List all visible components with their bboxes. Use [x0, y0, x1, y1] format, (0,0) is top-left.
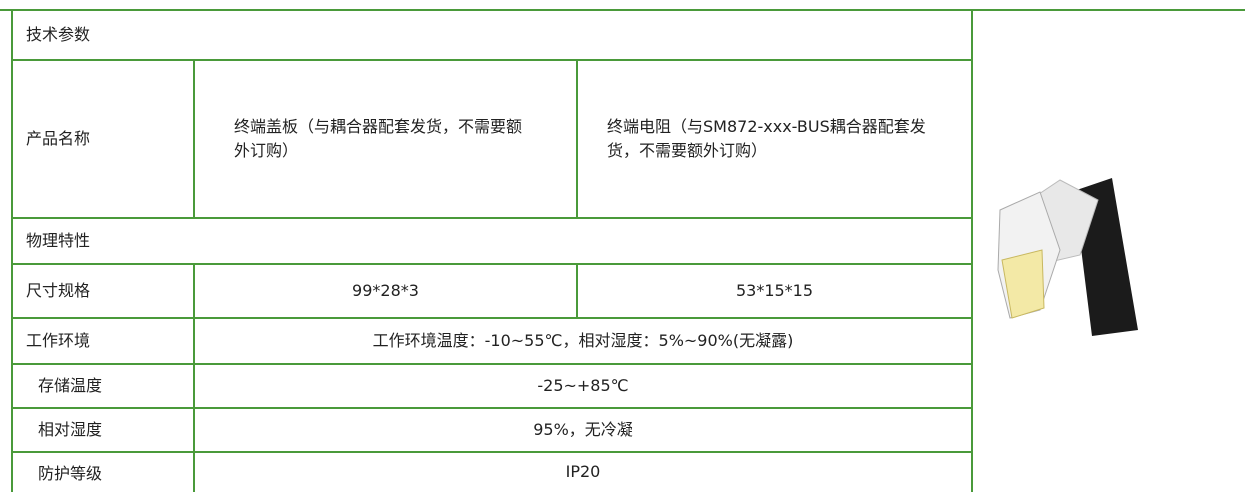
cell-text: 99*28*3 — [352, 281, 419, 300]
row-label: 工作环境 — [26, 331, 91, 350]
row-label: 产品名称 — [26, 129, 91, 148]
row-label: 防护等级 — [38, 464, 103, 483]
row-label: 尺寸规格 — [26, 281, 91, 300]
row-label: 相对湿度 — [38, 420, 103, 439]
row-label: 存储温度 — [38, 376, 103, 395]
cell-text: 95%，无冷凝 — [533, 420, 633, 439]
section-title: 物理特性 — [26, 231, 91, 250]
cell-text: 工作环境温度：-10~55℃，相对湿度：5%~90%(无凝露) — [372, 331, 794, 350]
cell-text: 终端盖板（与耦合器配套发货，不需要额外订购） — [234, 117, 523, 160]
cell-text: 终端电阻（与SM872-xxx-BUS耦合器配套发货，不需要额外订购） — [607, 117, 926, 160]
cell-text: 53*15*15 — [735, 281, 814, 300]
product-image — [997, 178, 1138, 336]
cell-text: -25~+85℃ — [537, 376, 629, 395]
section-title: 技术参数 — [26, 25, 91, 44]
cell-text: IP20 — [565, 462, 601, 481]
